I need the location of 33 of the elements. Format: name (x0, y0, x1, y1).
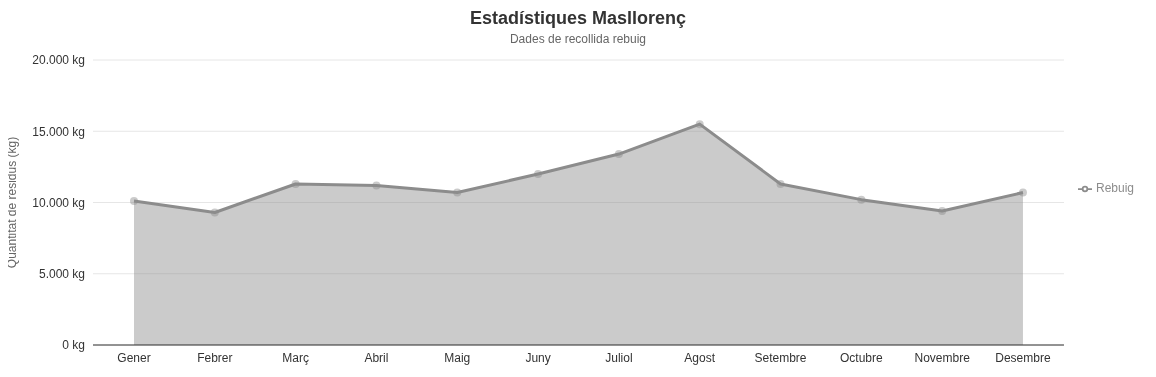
x-tick-label: Desembre (995, 350, 1051, 365)
y-tick-label: 10.000 kg (32, 195, 85, 210)
legend-label: Rebuig (1095, 181, 1134, 196)
point (614, 150, 623, 159)
y-axis-title: Quantitat de residus (kg) (5, 136, 20, 269)
x-tick-label: Setembre (754, 350, 807, 365)
y-tick-label: 5.000 kg (38, 267, 85, 282)
x-tick-label: Gener (117, 350, 151, 365)
x-tick-label: Març (282, 350, 309, 365)
x-tick-label: Abril (364, 350, 389, 365)
y-tick-label: 20.000 kg (32, 53, 85, 68)
point (534, 170, 543, 178)
x-tick-label: Agost (684, 350, 716, 365)
point (130, 197, 138, 206)
x-tick-label: Febrer (197, 350, 233, 365)
x-tick-label: Juliol (605, 350, 633, 365)
point (291, 179, 300, 188)
x-tick-label: Maig (444, 350, 471, 365)
point (453, 188, 462, 197)
y-tick-label: 0 kg (62, 338, 85, 353)
y-tick-label: 15.000 kg (32, 124, 85, 139)
chart-title: Estadístiques Masllorenç (468, 8, 688, 29)
point (1018, 188, 1027, 197)
point (695, 120, 704, 129)
x-tick-label: Octubre (839, 350, 884, 365)
point (857, 195, 866, 204)
point (776, 179, 785, 188)
point (372, 181, 381, 190)
x-tick-label: Juny (525, 350, 551, 365)
point (938, 207, 947, 216)
x-tick-label: Novembre (914, 350, 971, 365)
chart-subtitle: Dades de recollida rebuig (508, 32, 648, 46)
point (210, 208, 219, 217)
